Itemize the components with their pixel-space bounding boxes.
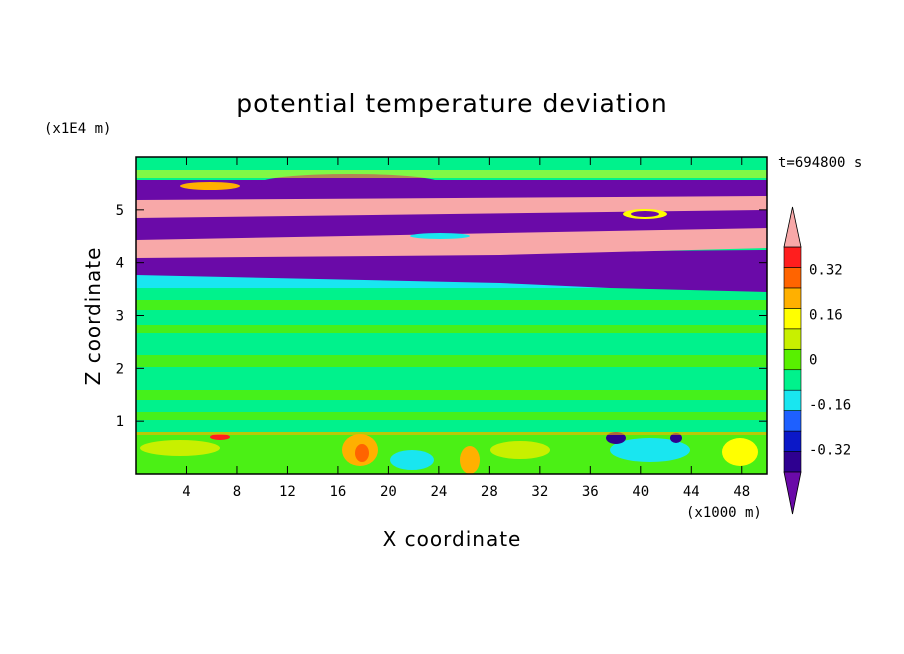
chart-title: potential temperature deviation [236, 89, 667, 118]
time-label: t=694800 s [778, 155, 862, 171]
colorbar-tick-label: -0.16 [809, 398, 851, 414]
colorbar-tick-label: 0 [809, 353, 817, 369]
colorbar-segment [783, 389, 802, 411]
y-tick-label: 2 [116, 361, 124, 377]
x-unit-label: (x1000 m) [686, 505, 762, 521]
x-tick-label: 24 [430, 484, 447, 500]
mid-layer-features [136, 300, 767, 420]
colorbar-segment [783, 328, 802, 350]
x-tick-label: 32 [531, 484, 548, 500]
colorbar-tick-label: 0.32 [809, 263, 843, 279]
x-tick-label: 28 [481, 484, 498, 500]
upper-layer-features [136, 174, 767, 292]
x-tick-label: 48 [733, 484, 750, 500]
y-unit-label: (x1E4 m) [44, 121, 111, 137]
colorbar-tick-label: 0.16 [809, 308, 843, 324]
x-tick-label: 4 [182, 484, 190, 500]
y-tick-label: 4 [116, 256, 124, 272]
colorbar-segment [783, 246, 802, 268]
colorbar-lower-extension [783, 471, 802, 515]
colorbar-tick-label: -0.32 [809, 443, 851, 459]
colorbar-segment [783, 308, 802, 330]
colorbar: 0.32 0.16 0 -0.16 -0.32 [783, 206, 851, 515]
lower-layer-features [136, 432, 767, 474]
x-tick-label: 12 [279, 484, 296, 500]
y-tick-label: 5 [116, 203, 124, 219]
colorbar-upper-extension [783, 206, 802, 248]
colorbar-segment [783, 369, 802, 391]
colorbar-segment [783, 430, 802, 452]
plot-area [135, 156, 768, 475]
y-axis-label: Z coordinate [81, 247, 105, 386]
colorbar-segment [783, 410, 802, 432]
y-tick-label: 1 [116, 414, 124, 430]
x-axis-label: X coordinate [383, 527, 522, 551]
x-tick-label: 16 [329, 484, 346, 500]
colorbar-segment [783, 267, 802, 289]
colorbar-segment [783, 451, 802, 473]
y-tick-label: 3 [116, 309, 124, 325]
y-axis: 1 2 3 4 5 [116, 203, 767, 430]
colorbar-segment [783, 287, 802, 309]
x-tick-label: 40 [632, 484, 649, 500]
top-layer [136, 170, 767, 178]
x-tick-label: 36 [582, 484, 599, 500]
x-tick-label: 8 [233, 484, 241, 500]
x-tick-label: 44 [683, 484, 700, 500]
colorbar-segment [783, 348, 802, 371]
x-tick-label: 20 [380, 484, 397, 500]
x-axis: 4 8 12 16 20 24 28 32 36 40 44 48 [182, 157, 750, 500]
